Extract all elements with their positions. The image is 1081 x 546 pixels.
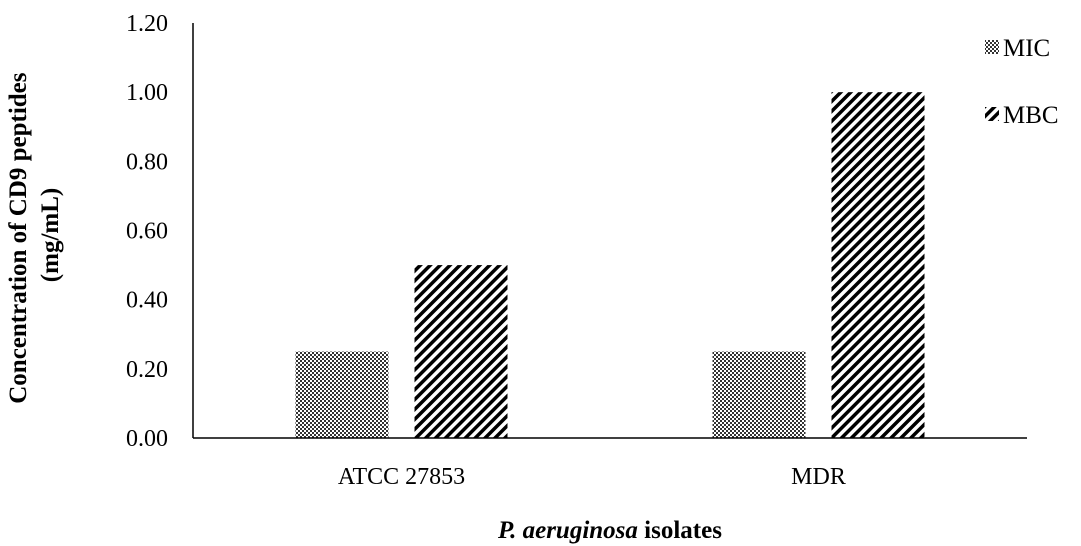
- bar-mbc-2: [831, 92, 925, 439]
- bar-mic-2: [712, 351, 806, 438]
- y-tick-label: 1.00: [126, 80, 168, 106]
- x-axis-title-rest: isolates: [638, 517, 722, 544]
- y-axis-title-line-1: Concentration of CD9 peptides: [5, 72, 32, 404]
- bars: [295, 92, 925, 439]
- legend-label-mbc: MBC: [1003, 102, 1059, 129]
- y-tick-label: 0.20: [126, 357, 168, 383]
- bar-mbc-1: [414, 265, 508, 438]
- legend-label-mic: MIC: [1003, 35, 1050, 62]
- y-axis-title-line-2: (mg/mL): [37, 188, 64, 282]
- y-axis-ticks: 0.00 0.20 0.40 0.60 0.80 1.00 1.20: [126, 11, 168, 452]
- bar-mic-1: [295, 351, 389, 438]
- legend-swatch-mbc: [985, 107, 999, 121]
- y-tick-label: 0.80: [126, 149, 168, 175]
- x-axis-title-species: P. aeruginosa: [497, 517, 638, 544]
- y-tick-label: 0.60: [126, 219, 168, 245]
- x-axis-categories: ATCC 27853 MDR: [338, 464, 846, 490]
- x-category-label: ATCC 27853: [338, 464, 465, 490]
- y-tick-label: 1.20: [126, 11, 168, 37]
- y-axis-title: Concentration of CD9 peptides (mg/mL): [5, 66, 64, 404]
- legend-swatch-mic: [985, 40, 999, 54]
- x-axis-title: P. aeruginosa isolates: [497, 517, 722, 544]
- y-tick-label: 0.40: [126, 288, 168, 314]
- y-tick-label: 0.00: [126, 426, 168, 452]
- x-category-label: MDR: [791, 464, 846, 490]
- legend: MIC MBC: [985, 35, 1059, 129]
